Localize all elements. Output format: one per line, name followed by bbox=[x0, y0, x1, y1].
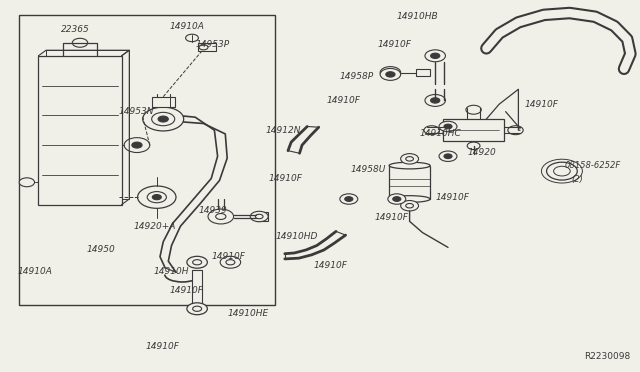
Text: 22365: 22365 bbox=[61, 25, 90, 34]
Bar bbox=[152, 97, 175, 107]
Circle shape bbox=[431, 53, 440, 58]
Bar bbox=[19, 15, 275, 305]
Text: 14910F: 14910F bbox=[525, 100, 559, 109]
Text: 14910HD: 14910HD bbox=[275, 232, 317, 241]
Text: R2230098: R2230098 bbox=[584, 352, 630, 361]
Circle shape bbox=[124, 138, 150, 153]
Circle shape bbox=[220, 256, 241, 268]
Circle shape bbox=[425, 94, 445, 106]
Circle shape bbox=[345, 197, 353, 201]
Circle shape bbox=[439, 121, 457, 132]
Text: 14910F: 14910F bbox=[374, 213, 408, 222]
Circle shape bbox=[186, 34, 198, 42]
Text: 14953P: 14953P bbox=[195, 40, 229, 49]
Text: 08158-6252F: 08158-6252F bbox=[564, 161, 621, 170]
Text: 14912N: 14912N bbox=[266, 126, 301, 135]
Circle shape bbox=[401, 154, 419, 164]
Text: 14910HC: 14910HC bbox=[419, 129, 461, 138]
Circle shape bbox=[147, 192, 166, 203]
Circle shape bbox=[138, 186, 176, 208]
Text: 14910A: 14910A bbox=[170, 22, 204, 31]
Circle shape bbox=[143, 107, 184, 131]
Bar bbox=[256, 212, 268, 221]
Ellipse shape bbox=[389, 162, 430, 169]
Text: 14910F: 14910F bbox=[314, 262, 348, 270]
Circle shape bbox=[187, 303, 207, 315]
Text: 14910F: 14910F bbox=[146, 342, 180, 351]
Text: (2): (2) bbox=[572, 175, 584, 184]
Circle shape bbox=[380, 68, 401, 80]
Circle shape bbox=[199, 45, 208, 50]
Circle shape bbox=[208, 209, 234, 224]
Circle shape bbox=[466, 105, 481, 114]
Bar bbox=[192, 270, 202, 307]
Circle shape bbox=[216, 214, 226, 219]
Text: 14910A: 14910A bbox=[18, 267, 52, 276]
Circle shape bbox=[19, 178, 35, 187]
Text: 14910HE: 14910HE bbox=[227, 309, 268, 318]
Text: 14910F: 14910F bbox=[326, 96, 360, 105]
Circle shape bbox=[444, 124, 452, 129]
Bar bbox=[416, 69, 430, 76]
Circle shape bbox=[386, 72, 395, 77]
Text: 14910H: 14910H bbox=[154, 267, 189, 276]
Circle shape bbox=[340, 194, 358, 204]
Text: 14920+A: 14920+A bbox=[133, 222, 175, 231]
Ellipse shape bbox=[389, 196, 430, 202]
Circle shape bbox=[187, 256, 207, 268]
Circle shape bbox=[547, 162, 577, 180]
Circle shape bbox=[467, 142, 480, 150]
Bar bbox=[443, 119, 504, 141]
Circle shape bbox=[193, 260, 202, 265]
Circle shape bbox=[388, 194, 406, 204]
Text: 14958P: 14958P bbox=[339, 72, 373, 81]
Circle shape bbox=[401, 201, 419, 211]
Text: 14939: 14939 bbox=[198, 206, 227, 215]
Text: 14953N: 14953N bbox=[118, 107, 154, 116]
Circle shape bbox=[424, 126, 440, 135]
Circle shape bbox=[508, 126, 523, 135]
Circle shape bbox=[250, 211, 268, 222]
Circle shape bbox=[393, 197, 401, 201]
Circle shape bbox=[152, 112, 175, 126]
Circle shape bbox=[444, 154, 452, 158]
Circle shape bbox=[380, 67, 401, 78]
Circle shape bbox=[439, 151, 457, 161]
Text: 14910F: 14910F bbox=[269, 174, 303, 183]
Text: 14910F: 14910F bbox=[435, 193, 469, 202]
Bar bbox=[198, 43, 216, 51]
Bar bbox=[38, 56, 122, 205]
Circle shape bbox=[425, 50, 445, 62]
Circle shape bbox=[385, 70, 396, 76]
Text: 14958U: 14958U bbox=[351, 165, 386, 174]
Text: 14910F: 14910F bbox=[211, 252, 245, 261]
Text: 14950: 14950 bbox=[86, 245, 115, 254]
Circle shape bbox=[431, 98, 440, 103]
Circle shape bbox=[193, 306, 202, 311]
Text: 14920: 14920 bbox=[467, 148, 496, 157]
Text: 14910F: 14910F bbox=[170, 286, 204, 295]
Text: 14910HB: 14910HB bbox=[397, 12, 438, 21]
Circle shape bbox=[72, 38, 88, 47]
Circle shape bbox=[554, 166, 570, 176]
Bar bbox=[46, 50, 129, 199]
Bar bbox=[389, 166, 430, 199]
Text: 14910F: 14910F bbox=[378, 40, 412, 49]
Circle shape bbox=[152, 195, 161, 200]
Circle shape bbox=[158, 116, 168, 122]
Circle shape bbox=[132, 142, 142, 148]
